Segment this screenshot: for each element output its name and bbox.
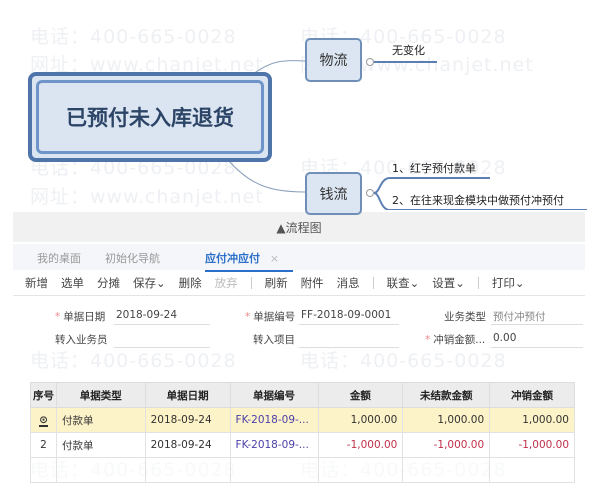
- col-header-type[interactable]: 单据类型: [55, 382, 146, 408]
- close-icon[interactable]: ×: [269, 252, 280, 265]
- col-header-no[interactable]: 单据编号: [229, 382, 319, 408]
- watermark-phone: 电话：400-665-0028: [30, 157, 237, 179]
- watermark-phone: 电话：400-665-0028: [30, 350, 237, 372]
- table-row[interactable]: ⊙ 付款单 2018-09-24 FK-2018-09-... 1,000.00…: [30, 407, 575, 433]
- divider: [250, 276, 252, 289]
- row-handle-icon[interactable]: ⊙: [30, 407, 57, 433]
- delete-button[interactable]: 删除: [178, 275, 202, 290]
- divider: [372, 276, 374, 289]
- cell-unsettled: -1,000.00: [402, 432, 491, 458]
- salesman-label: 转入业务员: [55, 334, 108, 346]
- col-header-offset[interactable]: 冲销金额: [489, 382, 575, 408]
- cell-amount: 1,000.00: [317, 407, 404, 433]
- tab-label: 应付冲应付: [205, 252, 260, 265]
- date-field[interactable]: 2018-09-24: [116, 309, 178, 321]
- save-dropdown[interactable]: 保存⌄: [133, 275, 166, 290]
- cell-offset[interactable]: 1,000.00: [489, 407, 575, 433]
- table-row[interactable]: 2 付款单 2018-09-24 FK-2018-09-... -1,000.0…: [30, 432, 575, 458]
- cell-no-link[interactable]: FK-2018-09-...: [229, 432, 319, 458]
- watermark-phone: 电话：400-665-0028: [30, 26, 237, 48]
- underline: [299, 324, 399, 325]
- col-header-date[interactable]: 单据日期: [144, 382, 231, 408]
- cell-no-link[interactable]: FK-2018-09-...: [229, 407, 319, 433]
- watermark-site: 网址：www.chanjet.net: [30, 186, 264, 208]
- mindmap-leaf: 2、在往来现金模块中做预付冲预付: [392, 194, 564, 207]
- select-bill-button[interactable]: 选单: [61, 275, 84, 290]
- mindmap-leaf: 1、红字预付款单: [392, 162, 476, 175]
- mindmap-central-node: 已预付未入库退货: [28, 72, 272, 162]
- print-dropdown[interactable]: 打印⌄: [491, 275, 525, 290]
- message-button[interactable]: 消息: [336, 275, 360, 290]
- cell-date: 2018-09-24: [144, 432, 231, 458]
- mindmap-node-cashflow: 钱流: [305, 172, 362, 215]
- tab-init-nav[interactable]: 初始化导航: [105, 252, 160, 265]
- new-button[interactable]: 新增: [25, 275, 48, 290]
- col-header-index[interactable]: 序号: [30, 382, 57, 408]
- watermark-phone: 电话：400-665-0028: [300, 350, 507, 372]
- bill-no-field[interactable]: FF-2018-09-0001: [301, 309, 392, 321]
- underline: [114, 324, 210, 325]
- offset-amount-label: * 冲销金额...: [425, 334, 486, 346]
- underline: [491, 347, 583, 348]
- offset-amount-field[interactable]: 0.00: [493, 332, 517, 344]
- tab-my-desktop[interactable]: 我的桌面: [37, 252, 81, 265]
- figure-caption: ▲流程图: [13, 212, 585, 242]
- mindmap-node-logistics: 物流: [305, 38, 362, 82]
- cell-date: 2018-09-24: [144, 407, 231, 433]
- table-row-empty: [30, 457, 575, 483]
- tab-payable-offset[interactable]: 应付冲应付 ×: [205, 250, 293, 272]
- discard-button[interactable]: 放弃: [214, 275, 238, 290]
- allocate-button[interactable]: 分摊: [97, 275, 120, 290]
- watermark-site: 网址：www.chanjet.net: [30, 54, 264, 76]
- mindmap-leaf: 无变化: [392, 44, 425, 57]
- business-type-label: 业务类型: [444, 311, 486, 323]
- tab-bar: 我的桌面 初始化导航 应付冲应付 ×: [13, 244, 585, 272]
- table-header-row: 序号 单据类型 单据日期 单据编号 金额 未结款金额 冲销金额: [30, 382, 575, 408]
- divider: [477, 276, 479, 289]
- underline: [491, 324, 583, 325]
- toolbar: 新增 选单 分摊 保存⌄ 删除 放弃 刷新 附件 消息 联查⌄ 设置⌄ 打印⌄: [13, 270, 585, 296]
- cell-type: 付款单: [55, 432, 146, 458]
- cell-index: 2: [30, 432, 57, 458]
- refresh-button[interactable]: 刷新: [264, 275, 288, 290]
- cell-offset[interactable]: -1,000.00: [489, 432, 575, 458]
- salesman-field[interactable]: [114, 347, 210, 348]
- detail-table: 序号 单据类型 单据日期 单据编号 金额 未结款金额 冲销金额 ⊙ 付款单 20…: [30, 382, 575, 483]
- bill-no-label: * 单据编号: [245, 311, 296, 323]
- business-type-field[interactable]: 预付冲预付: [493, 311, 546, 323]
- date-label: * 单据日期: [55, 311, 106, 323]
- settings-dropdown[interactable]: 设置⌄: [432, 275, 465, 290]
- cell-unsettled: 1,000.00: [402, 407, 491, 433]
- col-header-amount[interactable]: 金额: [317, 382, 404, 408]
- project-field[interactable]: [299, 347, 399, 348]
- project-label: 转入项目: [253, 334, 295, 346]
- col-header-unsettled[interactable]: 未结款金额: [402, 382, 491, 408]
- cell-type: 付款单: [55, 407, 146, 433]
- cell-amount: -1,000.00: [317, 432, 404, 458]
- linked-query-dropdown[interactable]: 联查⌄: [386, 275, 420, 290]
- central-node-label: 已预付未入库退货: [36, 80, 264, 154]
- mindmap-connectors: [227, 58, 587, 210]
- attachment-button[interactable]: 附件: [300, 275, 324, 290]
